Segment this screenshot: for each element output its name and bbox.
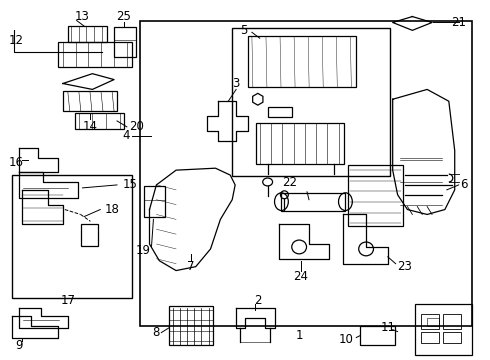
Bar [443, 332, 461, 343]
Text: 14: 14 [83, 120, 98, 133]
Bar [416, 304, 472, 355]
Text: 24: 24 [294, 270, 309, 283]
Bar [248, 36, 356, 87]
Text: 10: 10 [339, 333, 353, 346]
Text: 9: 9 [16, 339, 23, 352]
Text: 4: 4 [122, 129, 130, 142]
Text: 6: 6 [461, 179, 468, 192]
Bar [360, 326, 394, 345]
Bar [256, 123, 344, 164]
Text: 8: 8 [152, 326, 159, 339]
Text: 20: 20 [129, 120, 144, 133]
Bar [12, 175, 132, 298]
Bar [348, 165, 402, 226]
Text: 18: 18 [105, 203, 120, 216]
Bar [281, 193, 345, 211]
Text: 11: 11 [380, 321, 395, 334]
Text: 12: 12 [9, 34, 24, 47]
Bar [63, 91, 117, 111]
Bar [58, 42, 132, 67]
Text: 21: 21 [451, 16, 466, 29]
Bar [427, 318, 439, 326]
Bar [421, 332, 439, 343]
Text: 5: 5 [241, 24, 248, 37]
Text: 1: 1 [295, 329, 303, 342]
Text: 25: 25 [117, 10, 131, 23]
Text: 23: 23 [397, 260, 413, 273]
Bar [144, 186, 165, 217]
Bar [443, 314, 461, 329]
Bar [140, 21, 472, 326]
Bar [74, 113, 124, 129]
Bar [68, 26, 107, 42]
Text: 13: 13 [75, 10, 90, 23]
Text: 16: 16 [9, 156, 24, 169]
Text: 19: 19 [136, 244, 151, 257]
Text: 2: 2 [254, 294, 262, 307]
Bar [114, 27, 136, 57]
Text: 22: 22 [282, 176, 297, 189]
Text: 7: 7 [187, 260, 195, 273]
Text: 17: 17 [60, 294, 75, 307]
Bar [421, 314, 439, 329]
Bar [169, 306, 214, 345]
Bar [80, 224, 98, 246]
Text: 3: 3 [232, 77, 240, 90]
Bar [232, 28, 390, 176]
Bar [268, 107, 292, 117]
Text: 15: 15 [122, 179, 137, 192]
